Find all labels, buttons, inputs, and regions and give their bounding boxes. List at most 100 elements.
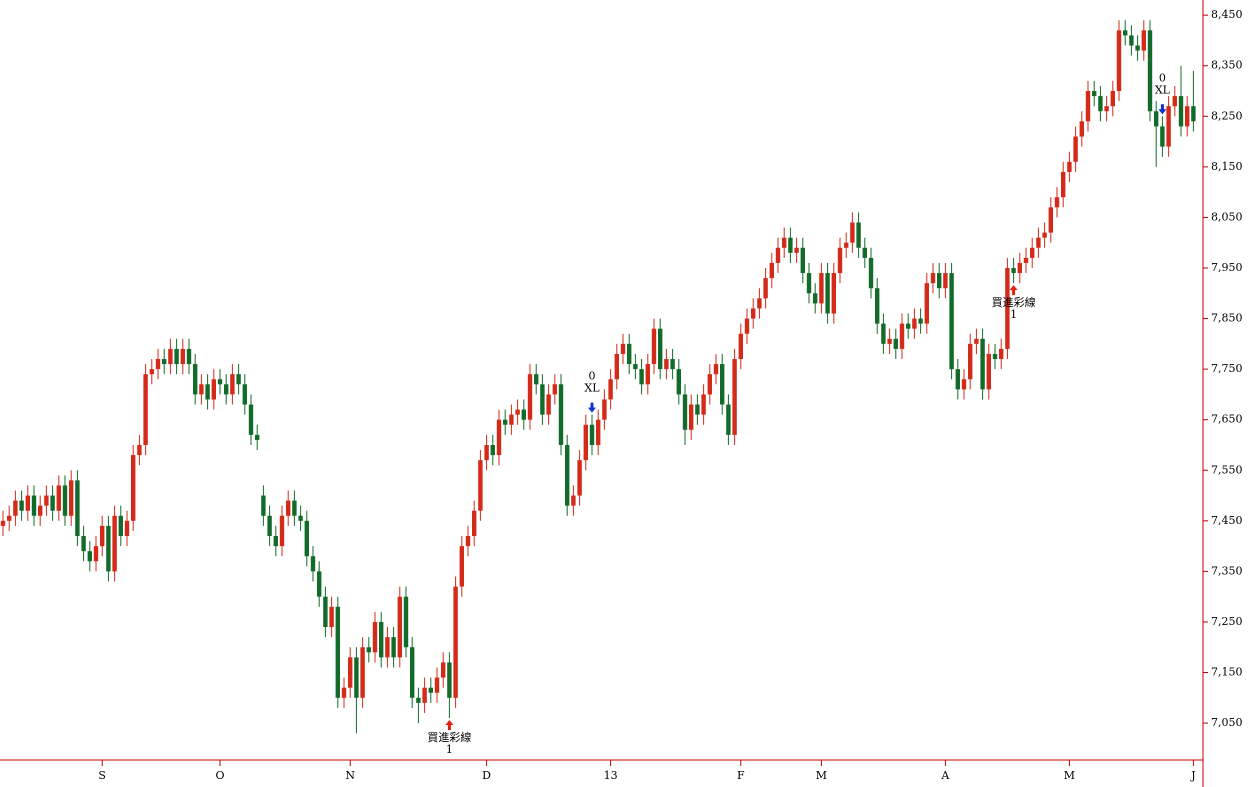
candle-body	[106, 525, 111, 572]
candle-body	[596, 419, 601, 445]
candle-body	[453, 586, 458, 698]
candle-body	[819, 273, 824, 304]
candle-body	[813, 293, 818, 304]
candle-body	[546, 394, 551, 415]
candle-body	[490, 444, 495, 456]
candle-body	[788, 237, 793, 253]
candle-body	[881, 323, 886, 344]
candle-body	[769, 262, 774, 279]
candle-body	[199, 384, 204, 395]
candle-body	[800, 247, 805, 274]
candle-body	[862, 247, 867, 258]
candle-body	[7, 515, 12, 521]
candle-body	[534, 374, 539, 385]
candle-body	[837, 247, 843, 274]
candle-body	[831, 273, 836, 314]
x-tick-label: S	[98, 769, 106, 782]
candle-body	[1017, 262, 1022, 274]
signal-arrow	[445, 720, 454, 731]
x-tick-label: 13	[604, 769, 618, 782]
candle-body	[639, 369, 644, 385]
candle-body	[1079, 121, 1084, 137]
candle-body	[286, 500, 291, 516]
candle-body	[162, 359, 167, 365]
candle-body	[131, 455, 136, 521]
y-tick-label: 8,250	[1211, 109, 1243, 122]
annotation-text: 1	[1010, 308, 1017, 321]
candle-body	[211, 379, 216, 400]
annotation-text: 買進彩線	[427, 730, 471, 744]
candle-body	[230, 374, 235, 395]
candle-body	[503, 419, 508, 425]
candle-body	[794, 247, 799, 253]
candle-body	[93, 546, 99, 562]
x-tick-label: A	[940, 769, 950, 782]
candle-body	[447, 662, 452, 698]
signal-arrow	[1009, 285, 1018, 296]
candle-body	[75, 480, 80, 536]
candle-body	[323, 596, 328, 628]
candle-body	[341, 687, 347, 698]
candle-body	[354, 657, 359, 698]
candle-body	[744, 318, 750, 334]
candle-body	[1011, 267, 1016, 274]
annotation-text: XL	[1155, 83, 1171, 96]
candle-body	[317, 571, 322, 597]
candle-body	[1061, 171, 1066, 198]
y-tick-label: 8,150	[1211, 160, 1243, 173]
candle-body	[980, 338, 985, 390]
candle-body	[899, 323, 905, 349]
candle-body	[1023, 257, 1029, 263]
candle-body	[912, 318, 917, 329]
candle-body	[751, 308, 756, 319]
candle-body	[887, 338, 892, 344]
candle-body	[850, 222, 855, 243]
candle-body	[565, 444, 570, 506]
candle-body	[515, 409, 520, 415]
candle-body	[360, 647, 365, 698]
candle-body	[868, 257, 874, 289]
candle-body	[521, 409, 526, 420]
candle-body	[224, 384, 229, 395]
candle-body	[651, 328, 657, 365]
candle-body	[1030, 247, 1035, 258]
candle-body	[50, 495, 55, 511]
candle-body	[1141, 30, 1146, 51]
candle-body	[292, 500, 297, 516]
candle-body	[968, 343, 973, 380]
candle-body	[825, 273, 830, 314]
candle-body	[1178, 96, 1184, 127]
candle-body	[1166, 106, 1171, 147]
candle-body	[472, 510, 477, 536]
candle-body	[775, 247, 781, 263]
candle-body	[1129, 35, 1134, 46]
annotation-text: 1	[446, 743, 453, 756]
candle-body	[1085, 91, 1091, 122]
x-tick-label: J	[1190, 769, 1195, 782]
candle-body	[689, 404, 694, 430]
candle-body	[1104, 106, 1109, 112]
candle-body	[763, 278, 768, 299]
candle-body	[441, 662, 446, 678]
candle-body	[335, 606, 340, 698]
candle-body	[707, 374, 712, 395]
candle-body	[961, 379, 967, 390]
y-tick-label: 7,050	[1211, 716, 1243, 729]
candle-body	[19, 500, 24, 511]
candle-body	[44, 495, 49, 506]
candle-body	[986, 353, 991, 390]
candle-body	[255, 434, 260, 440]
candle-body	[217, 379, 223, 385]
candle-body	[943, 273, 948, 289]
candle-body	[701, 394, 706, 415]
y-tick-label: 7,650	[1211, 413, 1243, 426]
x-tick-label: F	[737, 769, 745, 782]
x-tick-label: N	[345, 769, 355, 782]
candle-body	[81, 535, 86, 552]
candle-body	[1191, 106, 1196, 122]
y-tick-label: 7,150	[1211, 666, 1243, 679]
candle-body	[1042, 232, 1047, 238]
candle-body	[248, 404, 254, 435]
candle-body	[974, 338, 979, 344]
candle-body	[38, 505, 43, 516]
